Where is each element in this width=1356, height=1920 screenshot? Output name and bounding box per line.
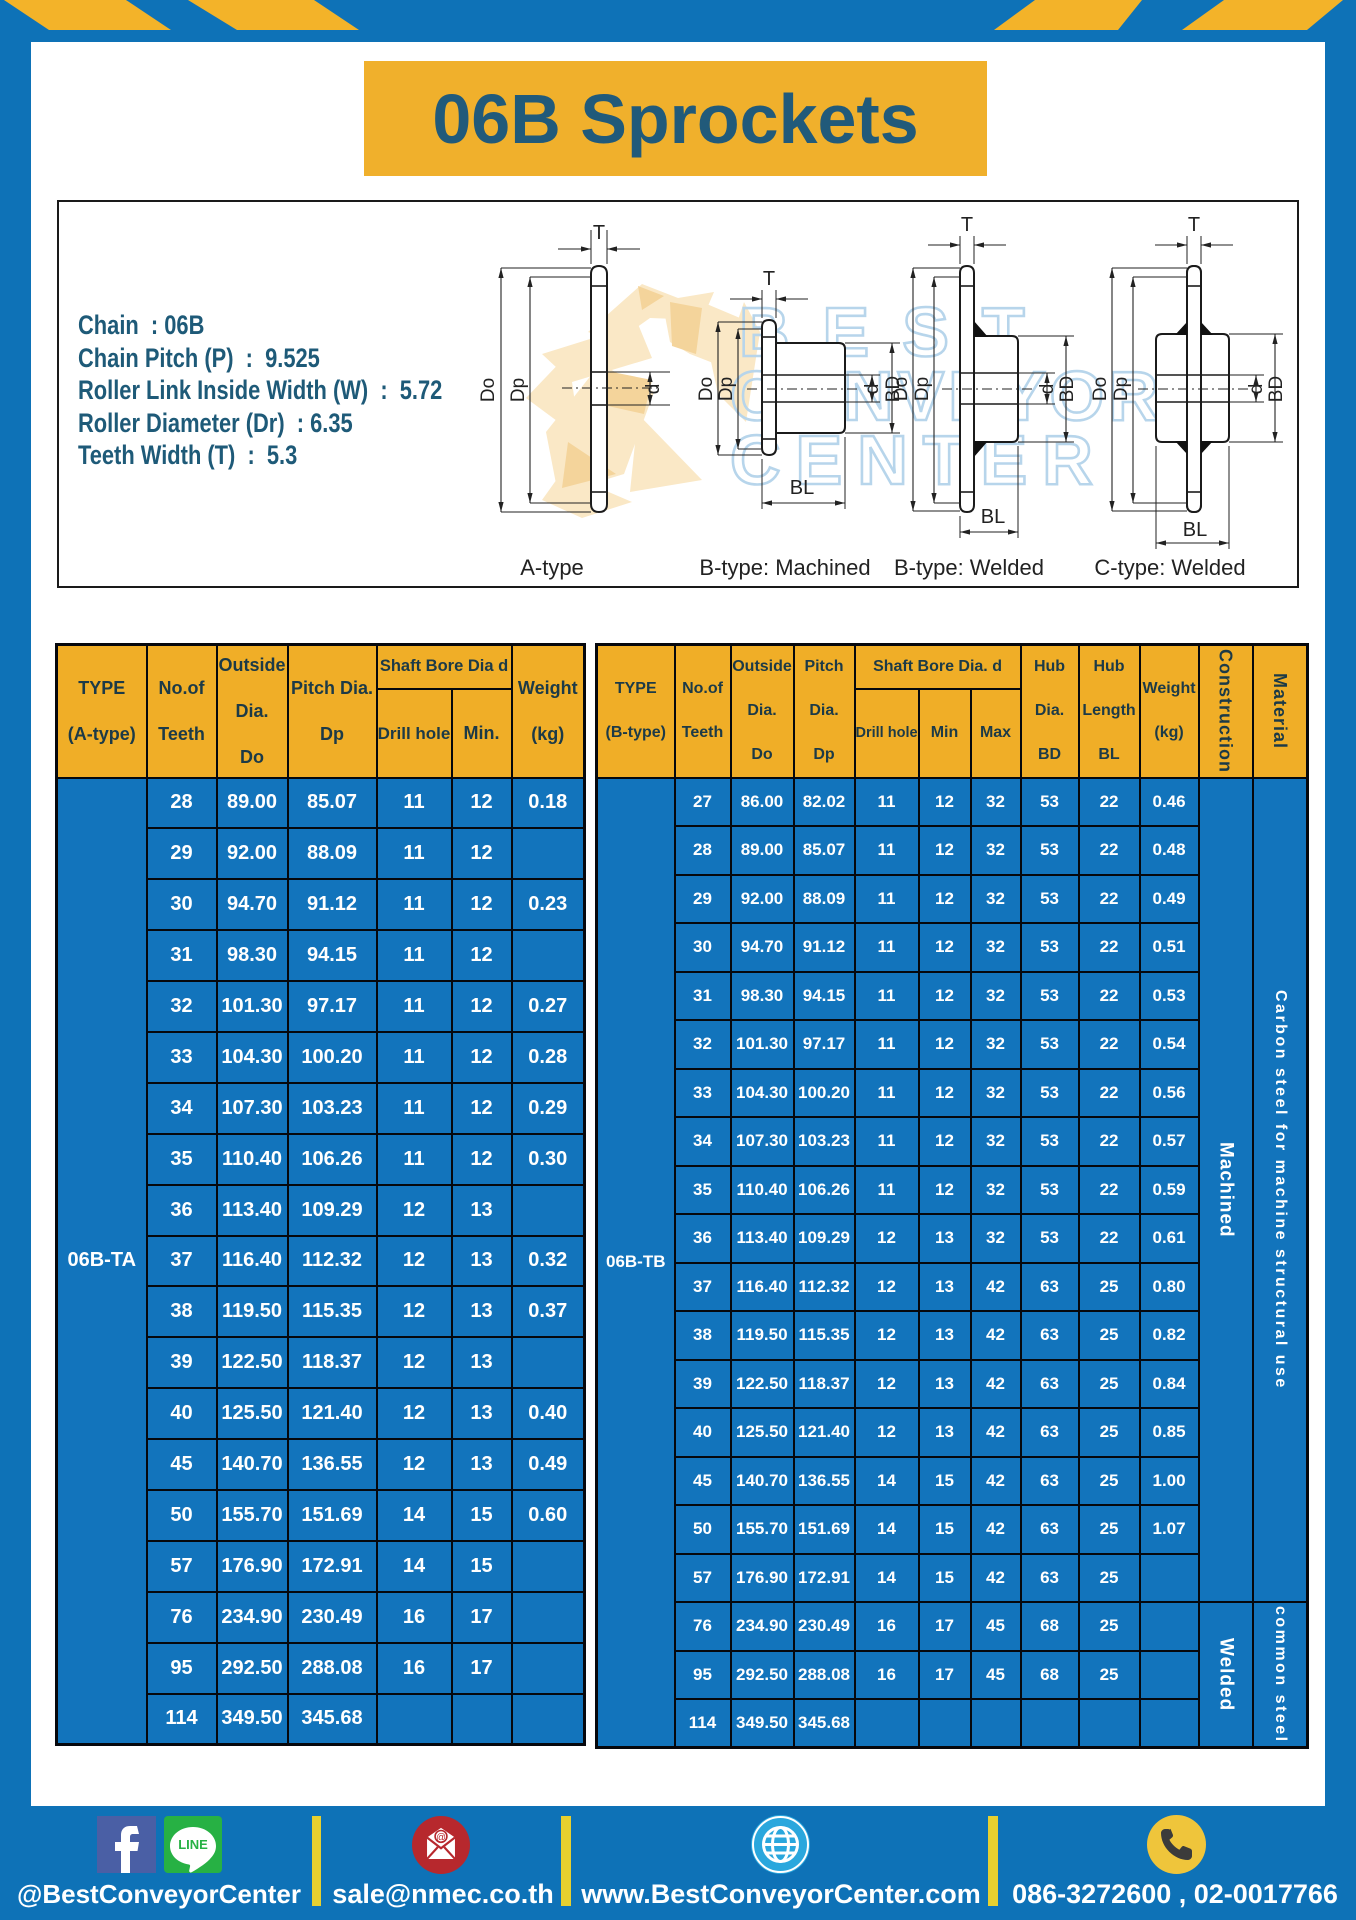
- svg-text:BD: BD: [883, 376, 904, 402]
- svg-text:d: d: [643, 384, 664, 395]
- svg-text:Dp: Dp: [1111, 377, 1132, 401]
- svg-text:BD: BD: [1266, 376, 1287, 402]
- svg-text:BL: BL: [790, 477, 814, 499]
- svg-text:A-type: A-type: [520, 555, 584, 580]
- svg-text:d: d: [1246, 384, 1267, 395]
- svg-text:T: T: [961, 214, 973, 236]
- svg-text:Dp: Dp: [508, 378, 529, 402]
- svg-text:Do: Do: [891, 377, 912, 401]
- svg-text:@: @: [436, 1833, 446, 1844]
- svg-text:BD: BD: [1057, 376, 1078, 402]
- svg-text:T: T: [1188, 214, 1200, 236]
- svg-text:Dp: Dp: [912, 377, 933, 401]
- svg-text:d: d: [862, 384, 883, 395]
- svg-text:Do: Do: [696, 377, 717, 401]
- svg-text:Do: Do: [1090, 377, 1111, 401]
- svg-text:T: T: [763, 268, 775, 290]
- svg-text:Do: Do: [478, 378, 499, 402]
- svg-text:T: T: [593, 222, 605, 244]
- svg-text:Dp: Dp: [716, 377, 737, 401]
- svg-text:B-type: Machined: B-type: Machined: [699, 555, 870, 580]
- svg-text:BL: BL: [981, 506, 1005, 528]
- svg-text:C-type: Welded: C-type: Welded: [1094, 555, 1245, 580]
- svg-text:BL: BL: [1183, 519, 1207, 541]
- svg-text:LINE: LINE: [178, 1837, 208, 1852]
- svg-text:d: d: [1037, 384, 1058, 395]
- svg-text:B-type: Welded: B-type: Welded: [894, 555, 1044, 580]
